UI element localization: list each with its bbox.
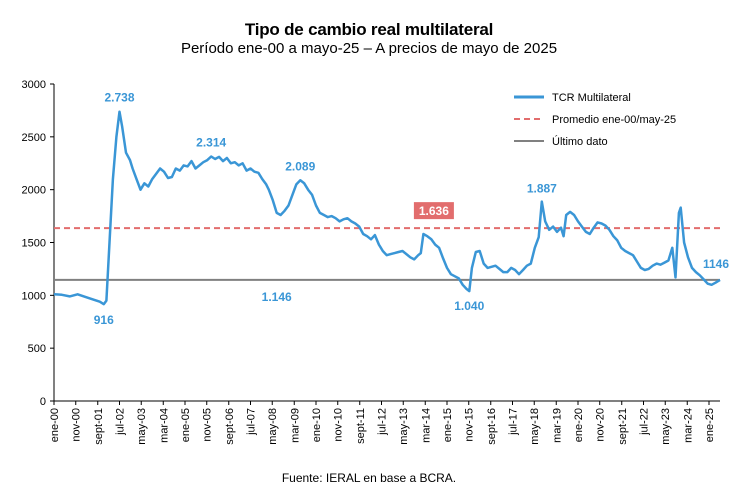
y-tick-label: 500 [28,343,46,355]
data-label: 1146 [703,257,729,271]
data-label: 1.887 [527,182,557,196]
legend-label-average: Promedio ene-00/may-25 [552,114,676,126]
y-tick-label: 0 [40,396,46,408]
average-value-badge [413,202,454,220]
x-tick-label: jul-17 [507,408,519,436]
y-tick-label: 1000 [22,290,46,302]
x-tick-label: may-08 [267,408,279,445]
legend-label-last: Último dato [552,135,608,148]
x-tick-label: nov-00 [71,408,83,442]
x-tick-label: mar-04 [158,408,170,443]
y-tick-label: 2500 [22,132,46,144]
x-tick-label: ene-05 [180,408,192,442]
x-tick-label: jul-12 [376,408,388,436]
x-tick-label: nov-10 [333,408,345,442]
chart-subtitle: Período ene-00 a mayo-25 – A precios de … [180,40,558,57]
x-tick-label: ene-15 [442,408,454,442]
x-tick-label: sept-11 [355,408,367,444]
x-tick-label: jul-07 [245,408,257,436]
data-label: 2.738 [104,91,134,105]
x-tick-label: mar-24 [682,408,694,443]
x-tick-label: sept-21 [617,408,629,445]
x-tick-label: sept-16 [486,408,498,445]
y-tick-label: 1500 [22,238,46,250]
x-tick-label: may-23 [660,408,672,445]
x-tick-label: ene-10 [311,408,323,442]
data-label: 1.040 [454,299,484,313]
x-tick-label: mar-09 [289,408,301,443]
x-tick-label: mar-19 [551,408,563,443]
average-value-label: 1.636 [419,204,449,218]
data-label: 2.314 [196,135,226,149]
x-tick-label: sept-06 [224,408,236,445]
x-tick-label: mar-14 [420,408,432,443]
y-tick-label: 3000 [22,79,46,91]
x-tick-label: may-18 [529,408,541,445]
x-tick-label: sept-01 [93,408,105,445]
y-tick-label: 2000 [22,185,46,197]
legend-label-tcr: TCR Multilateral [552,92,631,104]
x-tick-label: jul-22 [638,408,650,436]
data-label: 1.146 [262,290,292,304]
x-tick-label: jul-02 [114,408,126,436]
x-tick-label: may-13 [398,408,410,445]
x-tick-label: ene-20 [573,408,585,442]
x-tick-label: nov-15 [464,408,476,442]
data-label: 916 [94,313,114,327]
x-tick-label: may-03 [136,408,148,445]
x-tick-label: nov-05 [202,408,214,442]
chart-title: Tipo de cambio real multilateral [244,20,494,39]
source-note: Fuente: IERAL en base a BCRA. [281,471,457,485]
series-line-tcr [53,110,721,306]
x-tick-label: ene-00 [49,408,61,442]
data-label: 2.089 [285,159,315,173]
x-tick-label: nov-20 [595,408,607,442]
x-tick-label: ene-25 [704,408,716,442]
